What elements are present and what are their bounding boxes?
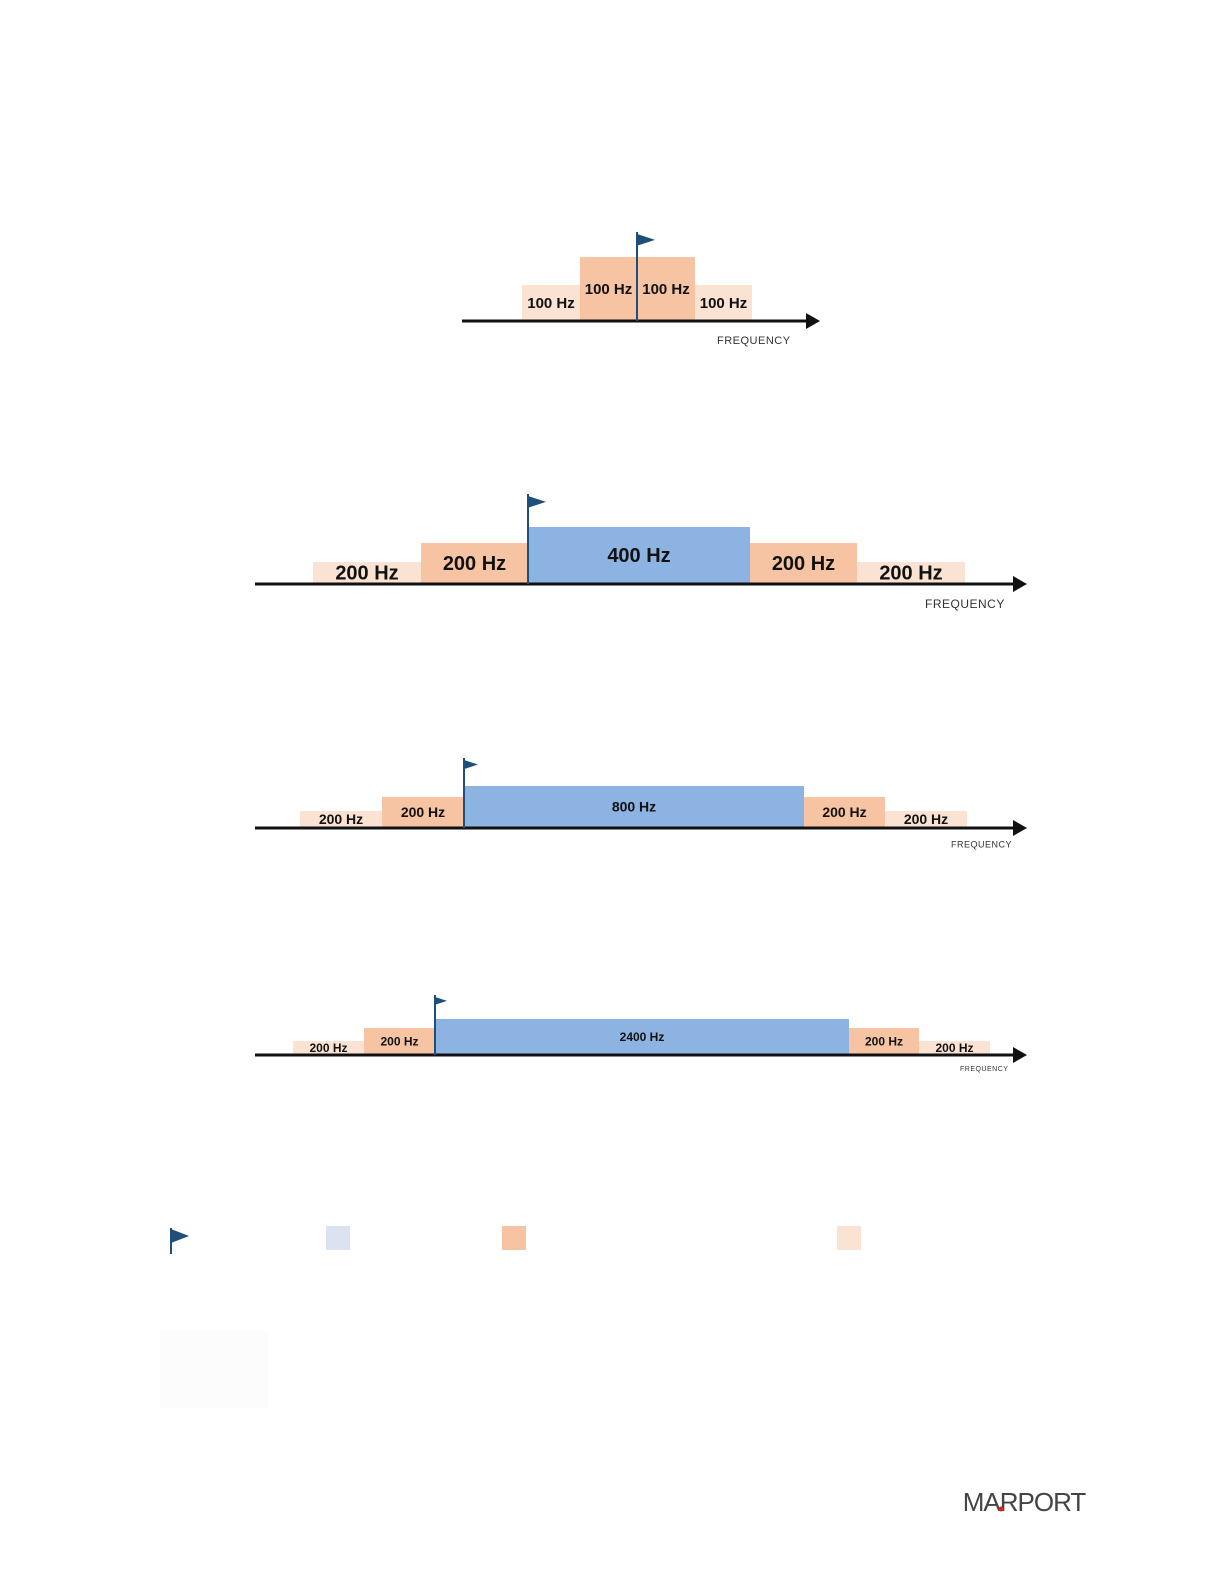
flag [528, 496, 546, 508]
segment-label: 200 Hz [319, 811, 363, 827]
legend-swatch-blue [326, 1226, 350, 1250]
band-segment [364, 1028, 435, 1055]
axis-arrow [806, 313, 820, 329]
band-segment [435, 1019, 849, 1055]
band-segment [293, 1041, 364, 1055]
band-segment [637, 257, 695, 321]
band-segment [528, 527, 750, 584]
band-segment [382, 797, 464, 828]
band-segment [804, 797, 885, 828]
axis-arrow [1013, 820, 1027, 836]
segment-label: 100 Hz [585, 281, 633, 298]
segment-label: 200 Hz [401, 804, 445, 820]
band-segment [580, 257, 637, 321]
flag [464, 760, 478, 770]
flag [637, 234, 655, 246]
segment-label: 100 Hz [700, 295, 748, 312]
segment-label: 200 Hz [935, 1041, 973, 1055]
segment-label: 200 Hz [443, 553, 506, 575]
segment-label: 200 Hz [822, 804, 866, 820]
flag [435, 997, 447, 1005]
band-segment [750, 543, 857, 584]
segment-label: 200 Hz [309, 1041, 347, 1055]
band-segment [522, 285, 580, 321]
band-segment [421, 543, 528, 584]
axis-arrow [1013, 576, 1027, 592]
segment-label: 200 Hz [904, 811, 948, 827]
segment-label: 2400 Hz [620, 1030, 665, 1044]
band-segment [849, 1028, 919, 1055]
legend-swatch-light [837, 1226, 861, 1250]
logo: MARPORT [963, 1487, 1087, 1517]
legend-flag [171, 1229, 189, 1243]
band-segment [919, 1041, 990, 1055]
segment-label: 200 Hz [865, 1035, 903, 1049]
legend [170, 1226, 861, 1254]
segment-label: 200 Hz [380, 1035, 418, 1049]
segment-label: 100 Hz [527, 295, 575, 312]
axis-label: FREQUENCY [951, 839, 1012, 849]
legend-swatch-medium [502, 1226, 526, 1250]
segment-label: 200 Hz [772, 553, 835, 575]
segment-label: 400 Hz [607, 545, 670, 567]
segment-label: 800 Hz [612, 799, 656, 815]
band-segment [885, 811, 967, 828]
logo-dot [998, 1506, 1004, 1512]
segment-label: 100 Hz [642, 281, 690, 298]
band-segment [464, 786, 804, 828]
axis-label: FREQUENCY [960, 1066, 1008, 1073]
axis-label: FREQUENCY [717, 335, 791, 347]
segment-label: 200 Hz [879, 562, 942, 584]
band-segment [695, 285, 752, 321]
axis-arrow [1013, 1047, 1027, 1063]
band-segment [857, 562, 965, 584]
band-segment [313, 562, 421, 584]
segment-label: 200 Hz [335, 562, 398, 584]
band-segment [300, 811, 382, 828]
faint-box [160, 1330, 268, 1408]
axis-label: FREQUENCY [925, 597, 1005, 611]
